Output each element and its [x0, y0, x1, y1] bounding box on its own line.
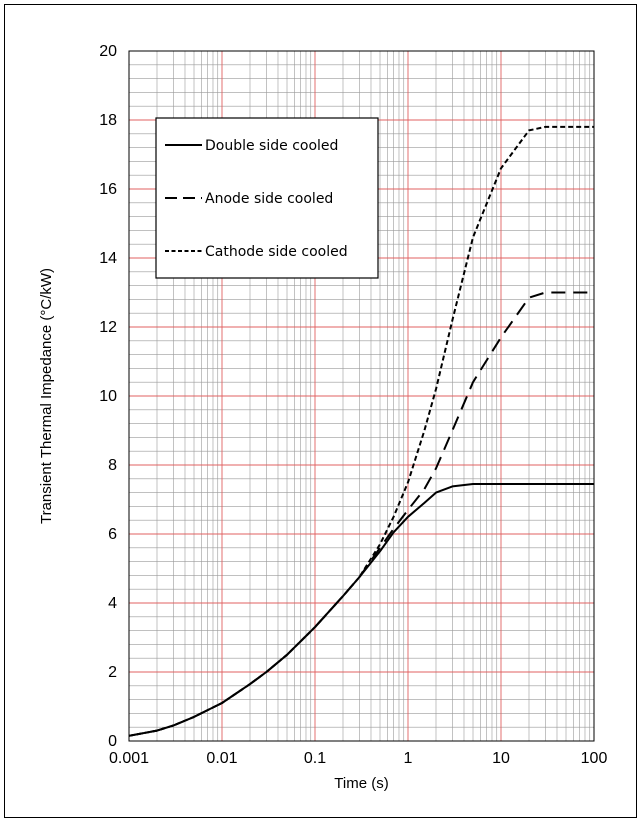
y-tick-label: 16 [99, 181, 117, 198]
series-line-1 [128, 483, 594, 737]
y-tick-label: 8 [108, 457, 117, 474]
x-tick-label: 10 [492, 750, 510, 767]
y-tick-labels: 0 2 4 6 8 10 12 14 16 18 20 [99, 43, 117, 750]
y-tick-label: 20 [99, 43, 117, 60]
legend-label: Double side cooled [205, 138, 338, 154]
series-layer [128, 125, 594, 737]
y-tick-label: 12 [99, 319, 117, 336]
y-tick-label: 18 [99, 112, 117, 129]
x-tick-label: 1 [404, 750, 413, 767]
y-axis-label: Transient Thermal Impedance (°C/kW) [38, 268, 55, 524]
y-tick-label: 2 [108, 664, 117, 681]
y-tick-label: 6 [108, 526, 117, 543]
y-tick-label: 0 [108, 733, 117, 750]
legend-label: Cathode side cooled [205, 244, 348, 260]
x-tick-label: 0.001 [109, 750, 149, 767]
series-line-2 [128, 291, 594, 737]
x-axis-label: Time (s) [334, 775, 388, 792]
x-tick-label: 0.01 [206, 750, 237, 767]
x-tick-label: 0.1 [304, 750, 326, 767]
series-line-3 [128, 125, 594, 737]
chart-frame [4, 4, 637, 818]
y-tick-label: 10 [99, 388, 117, 405]
legend: Double side cooled Anode side cooled Catho… [155, 117, 379, 279]
x-tick-label: 100 [581, 750, 608, 767]
x-tick-labels: 0.001 0.01 0.1 1 10 100 [109, 750, 607, 767]
plot-area [128, 50, 595, 742]
y-tick-label: 4 [108, 595, 117, 612]
legend-label: Anode side cooled [205, 191, 333, 207]
y-tick-label: 14 [99, 250, 117, 267]
